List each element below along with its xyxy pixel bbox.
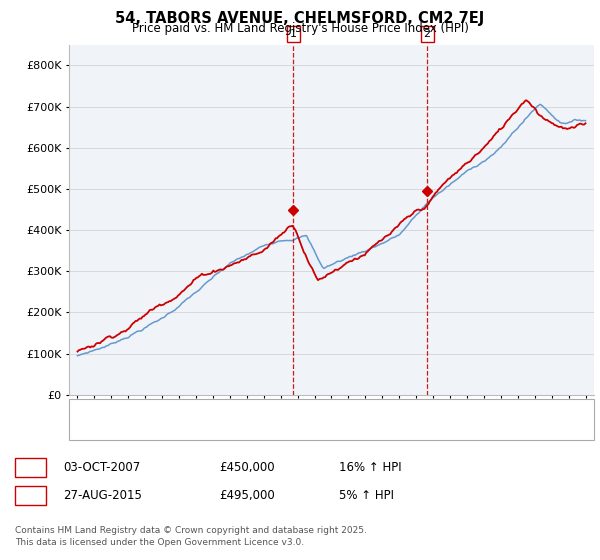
- Text: 2: 2: [424, 29, 431, 39]
- Text: £495,000: £495,000: [219, 489, 275, 502]
- Text: 2: 2: [26, 489, 35, 502]
- Text: 5% ↑ HPI: 5% ↑ HPI: [339, 489, 394, 502]
- Text: 54, TABORS AVENUE, CHELMSFORD, CM2 7EJ: 54, TABORS AVENUE, CHELMSFORD, CM2 7EJ: [115, 11, 485, 26]
- Text: 16% ↑ HPI: 16% ↑ HPI: [339, 461, 401, 474]
- Text: 1: 1: [290, 29, 297, 39]
- Text: HPI: Average price, detached house, Chelmsford: HPI: Average price, detached house, Chel…: [114, 423, 379, 433]
- Text: 27-AUG-2015: 27-AUG-2015: [63, 489, 142, 502]
- Text: £450,000: £450,000: [219, 461, 275, 474]
- Text: 54, TABORS AVENUE, CHELMSFORD, CM2 7EJ (detached house): 54, TABORS AVENUE, CHELMSFORD, CM2 7EJ (…: [114, 405, 460, 416]
- Text: Price paid vs. HM Land Registry's House Price Index (HPI): Price paid vs. HM Land Registry's House …: [131, 22, 469, 35]
- Text: 03-OCT-2007: 03-OCT-2007: [63, 461, 140, 474]
- Text: Contains HM Land Registry data © Crown copyright and database right 2025.
This d: Contains HM Land Registry data © Crown c…: [15, 526, 367, 547]
- Text: 1: 1: [26, 461, 35, 474]
